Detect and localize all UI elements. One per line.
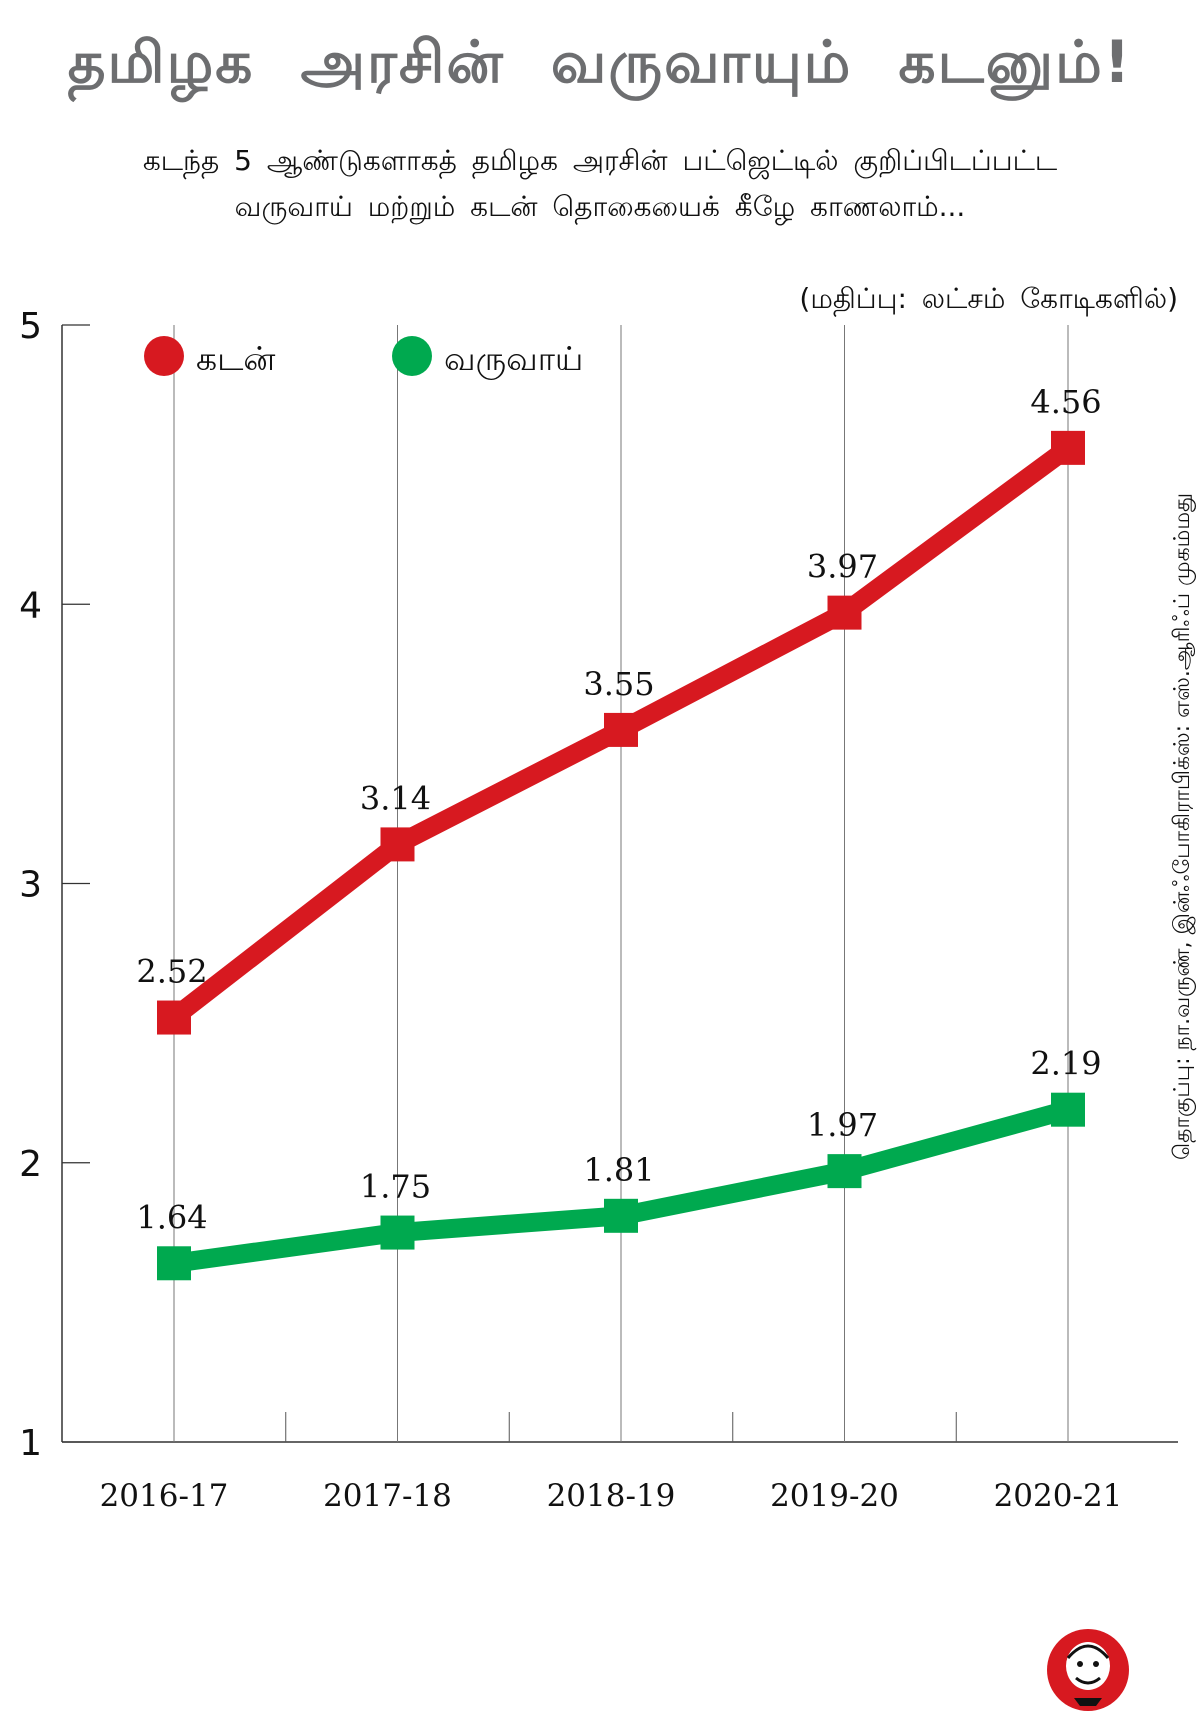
data-label-0-3: 3.97	[807, 548, 878, 586]
x-tick-label-2016-17: 2016-17	[100, 1478, 229, 1514]
subtitle-line-2: வருவாய் மற்றும் கடன் தொகையைக் கீழே காணலா…	[234, 190, 966, 223]
data-point-1-4	[1051, 1092, 1085, 1127]
data-point-0-4	[1051, 430, 1085, 465]
data-label-1-3: 1.97	[807, 1106, 878, 1144]
data-label-0-1: 3.14	[360, 779, 431, 817]
data-point-1-1	[380, 1215, 415, 1250]
legend-label-1: வருவாய்	[444, 339, 583, 380]
data-label-1-2: 1.81	[583, 1151, 654, 1189]
y-tick-label-2: 2	[19, 1144, 42, 1185]
data-point-1-0	[157, 1246, 191, 1281]
data-label-0-0: 2.52	[136, 953, 207, 991]
data-label-0-2: 3.55	[583, 665, 654, 703]
data-point-0-0	[157, 1000, 191, 1035]
y-tick-label-4: 4	[19, 585, 42, 626]
credit-text: தொகுப்பு: நா.வருண், இன்ஃபோகிராபிக்ஸ்: எஸ…	[1170, 492, 1195, 1160]
data-label-1-0: 1.64	[136, 1198, 207, 1236]
legend-marker-0	[144, 336, 184, 376]
x-tick-label-2018-19: 2018-19	[547, 1478, 676, 1514]
chart-title: தமிழக அரசின் வருவாயும் கடனும்!	[67, 28, 1133, 96]
x-tick-label-2019-20: 2019-20	[770, 1478, 899, 1514]
data-point-0-3	[827, 595, 862, 630]
data-label-1-1: 1.75	[360, 1168, 431, 1206]
data-point-0-2	[604, 712, 638, 747]
data-point-1-3	[827, 1154, 862, 1189]
legend-label-0: கடன்	[196, 339, 275, 378]
data-label-0-4: 4.56	[1030, 383, 1101, 421]
line-chart: 1 2 3 4 5 2016-17 2017-18 2018-19 2019-20 2020-21…	[19, 306, 1178, 1514]
mascot-logo-icon	[1047, 1629, 1129, 1711]
y-tick-label-3: 3	[19, 865, 42, 906]
x-tick-label-2020-21: 2020-21	[994, 1478, 1123, 1514]
legend-marker-1	[392, 336, 432, 376]
x-tick-label-2017-18: 2017-18	[323, 1478, 452, 1514]
y-tick-label-1: 1	[19, 1423, 42, 1464]
subtitle-line-1: கடந்த 5 ஆண்டுகளாகத் தமிழக அரசின் பட்ஜெட்…	[142, 144, 1058, 177]
data-point-1-2	[604, 1198, 638, 1233]
data-label-1-4: 2.19	[1030, 1045, 1101, 1083]
y-tick-label-5: 5	[19, 306, 42, 347]
chart-subtitle: கடந்த 5 ஆண்டுகளாகத் தமிழக அரசின் பட்ஜெட்…	[0, 138, 1200, 230]
unit-note: (மதிப்பு: லட்சம் கோடிகளில்)	[799, 282, 1178, 315]
data-point-0-1	[380, 827, 415, 862]
